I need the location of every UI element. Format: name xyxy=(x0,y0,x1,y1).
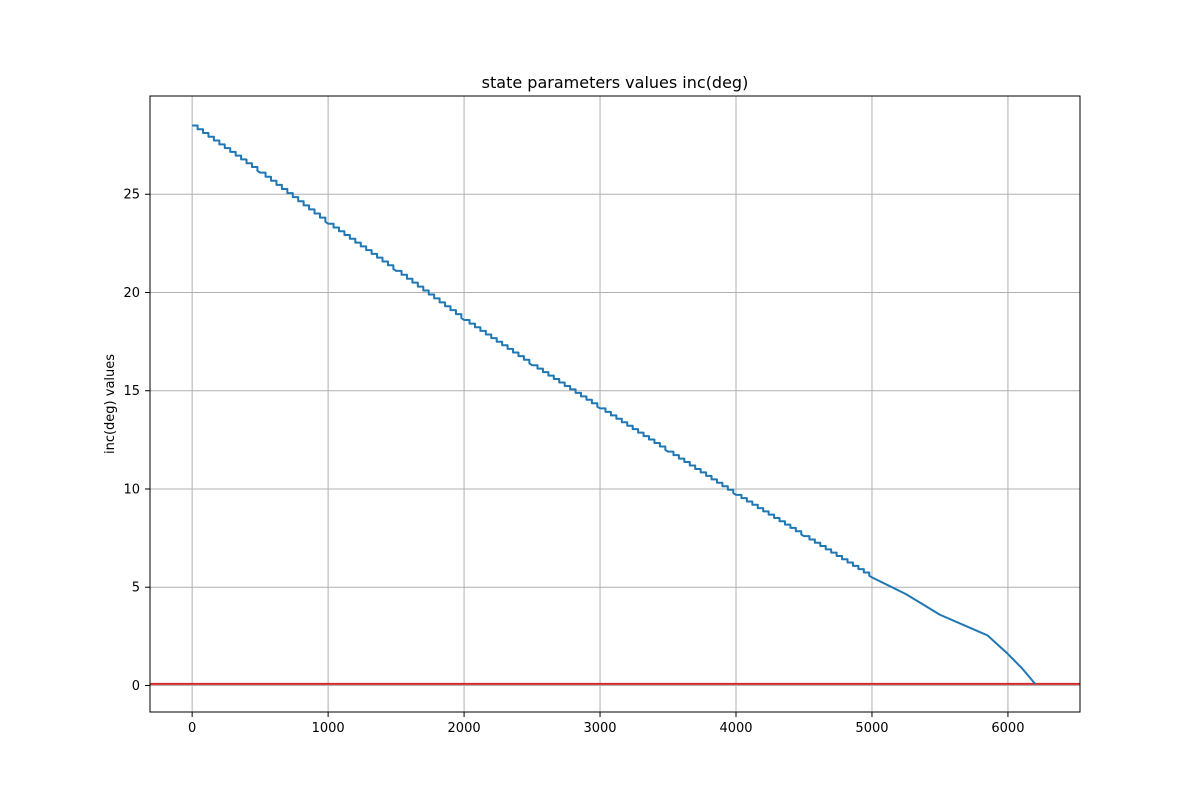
x-tick-label: 0 xyxy=(188,721,196,736)
y-tick-label: 10 xyxy=(123,482,140,497)
x-tick-label: 5000 xyxy=(855,721,888,736)
y-tick-label: 5 xyxy=(132,581,140,596)
y-tick-label: 0 xyxy=(132,679,140,694)
x-tick-label: 6000 xyxy=(991,721,1024,736)
y-axis-label: inc(deg) values xyxy=(103,354,118,454)
x-tick-label: 3000 xyxy=(583,721,616,736)
x-tick-label: 2000 xyxy=(448,721,481,736)
ticks: 0 1000 2000 3000 4000 5000 6000 0 5 10 15 20 25 xyxy=(123,188,1024,736)
y-tick-label: 20 xyxy=(123,286,140,301)
grid xyxy=(150,96,1080,712)
x-tick-label: 1000 xyxy=(312,721,345,736)
y-tick-label: 15 xyxy=(123,384,140,399)
chart-title: state parameters values inc(deg) xyxy=(482,73,749,92)
y-tick-label: 25 xyxy=(123,188,140,203)
series-line xyxy=(192,124,1036,685)
x-tick-label: 4000 xyxy=(719,721,752,736)
plot-frame xyxy=(149,95,1081,713)
series-layer xyxy=(192,124,1036,685)
